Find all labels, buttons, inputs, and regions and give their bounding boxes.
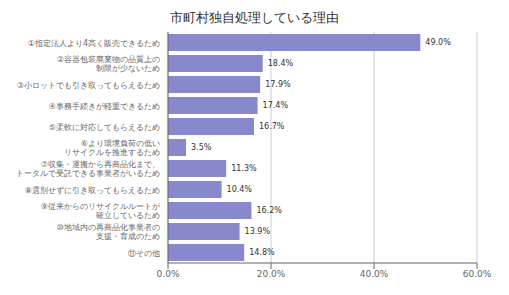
svg-text:②容器包装廃棄物の品質上の制限が少ないため: ②容器包装廃棄物の品質上の制限が少ないため <box>57 55 160 73</box>
svg-text:18.4%: 18.4% <box>268 59 294 68</box>
svg-text:0.0%: 0.0% <box>157 269 180 279</box>
svg-text:⑪その他: ⑪その他 <box>128 249 160 258</box>
svg-text:⑦収集・運搬から再商品化まで、トータルで受託できる事業者がい: ⑦収集・運搬から再商品化まで、トータルで受託できる事業者がいるため <box>16 160 160 178</box>
svg-text:10.4%: 10.4% <box>227 185 253 194</box>
svg-text:16.7%: 16.7% <box>259 122 285 131</box>
svg-text:3.5%: 3.5% <box>191 143 212 152</box>
svg-text:40.0%: 40.0% <box>360 269 389 279</box>
svg-text:④事務手続きが軽重できるため: ④事務手続きが軽重できるため <box>49 102 160 111</box>
svg-text:17.9%: 17.9% <box>265 80 291 89</box>
svg-text:⑥より環境負荷の低いリサイクルを推進するため: ⑥より環境負荷の低いリサイクルを推進するため <box>64 139 160 157</box>
svg-text:13.9%: 13.9% <box>245 227 271 236</box>
svg-text:③小ロットでも引き取ってもらえるため: ③小ロットでも引き取ってもらえるため <box>17 81 160 90</box>
svg-text:⑧選別せずに引き取ってもらえるため: ⑧選別せずに引き取ってもらえるため <box>25 186 160 195</box>
svg-text:60.0%: 60.0% <box>463 269 492 279</box>
svg-text:①指定法人より4高く販売できるため: ①指定法人より4高く販売できるため <box>28 39 160 48</box>
svg-text:⑤柔軟に対応してもらえるため: ⑤柔軟に対応してもらえるため <box>49 123 160 132</box>
svg-text:17.4%: 17.4% <box>263 101 289 110</box>
svg-text:14.8%: 14.8% <box>249 248 275 257</box>
svg-text:20.0%: 20.0% <box>257 269 286 279</box>
svg-text:⑨従来からのリサイクルルートが確立しているため: ⑨従来からのリサイクルルートが確立しているため <box>41 202 161 220</box>
html-text:市町村独自処理している理由: 市町村独自処理している理由 <box>170 10 339 25</box>
svg-text:⑩地域内の再商品化事業者の支援・育成のため: ⑩地域内の再商品化事業者の支援・育成のため <box>57 223 160 241</box>
svg-text:11.3%: 11.3% <box>231 164 257 173</box>
svg-text:16.2%: 16.2% <box>256 206 282 215</box>
svg-text:49.0%: 49.0% <box>425 38 451 47</box>
